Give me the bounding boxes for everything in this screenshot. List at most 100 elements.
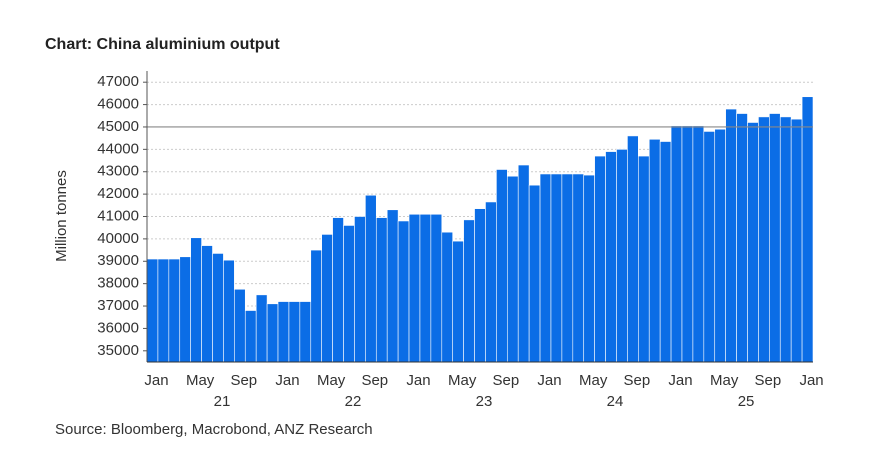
bar [244, 310, 257, 363]
y-tick-label: 42000 [97, 185, 139, 202]
x-tick-label: Sep [624, 372, 651, 389]
bar [638, 155, 650, 363]
y-tick-label: 44000 [97, 140, 139, 157]
x-tick-label: Jan [144, 372, 168, 389]
bar [692, 125, 705, 363]
bar [703, 131, 716, 363]
bar [474, 208, 486, 363]
y-tick-label: 40000 [97, 230, 139, 247]
x-tick-label: Sep [755, 372, 782, 389]
x-tick-label: May [448, 372, 477, 389]
x-tick-label: Jan [537, 372, 561, 389]
bar [594, 155, 606, 363]
x-tick-label: Jan [406, 372, 430, 389]
bar [408, 213, 421, 363]
x-tick-label: May [186, 372, 215, 389]
bar [790, 118, 803, 363]
bar [146, 258, 159, 363]
x-tick-label: Sep [230, 372, 257, 389]
x-tick-label: Sep [361, 372, 388, 389]
y-tick-label: 36000 [97, 319, 139, 336]
bar [539, 173, 552, 363]
year-label: 23 [476, 393, 493, 410]
bar [343, 225, 355, 363]
bar [725, 108, 737, 363]
bar [419, 213, 432, 363]
bar [605, 151, 617, 363]
bar [234, 288, 246, 363]
bar [386, 209, 399, 363]
x-tick-label: May [579, 372, 608, 389]
y-tick-label: 38000 [97, 275, 139, 292]
bar [561, 173, 574, 363]
bar [212, 253, 224, 363]
y-tick-label: 45000 [97, 118, 139, 135]
x-tick-label: May [710, 372, 739, 389]
bar [506, 175, 519, 363]
x-tick-label: May [317, 372, 346, 389]
bar [190, 237, 202, 363]
bar [157, 258, 170, 363]
bar [430, 213, 443, 363]
bar [485, 201, 497, 363]
bar [441, 231, 454, 363]
bar [496, 169, 508, 363]
bar [769, 113, 781, 363]
bar [583, 174, 595, 363]
bar [801, 96, 814, 363]
bar [528, 184, 541, 363]
bar [670, 125, 683, 363]
x-tick-label: Jan [799, 372, 823, 389]
chart-title: Chart: China aluminium output [45, 36, 280, 53]
bar [288, 301, 301, 363]
year-label: 25 [738, 393, 755, 410]
bar [332, 217, 344, 363]
bar [648, 138, 661, 363]
bar [310, 249, 322, 363]
year-label: 21 [214, 393, 231, 410]
y-tick-label: 35000 [97, 342, 139, 359]
bar [321, 234, 333, 363]
bar [736, 113, 748, 363]
year-label: 24 [607, 393, 624, 410]
x-tick-label: Sep [492, 372, 519, 389]
bar [375, 217, 388, 363]
bar [659, 141, 672, 363]
x-tick-label: Jan [275, 372, 299, 389]
bar [681, 125, 694, 363]
bar [266, 303, 279, 363]
bar [255, 294, 268, 363]
bar [572, 173, 585, 363]
x-tick-label: Jan [668, 372, 692, 389]
bar [747, 122, 759, 363]
y-tick-label: 39000 [97, 252, 139, 269]
bar [550, 173, 563, 363]
bar [354, 216, 366, 363]
bar [779, 116, 792, 363]
y-tick-label: 37000 [97, 297, 139, 314]
y-axis-label: Million tonnes [53, 170, 70, 262]
y-tick-label: 47000 [97, 73, 139, 90]
y-tick-label: 43000 [97, 163, 139, 180]
bar [627, 135, 639, 363]
bar [179, 256, 191, 363]
y-tick-label: 46000 [97, 96, 139, 113]
source: Source: Bloomberg, Macrobond, ANZ Resear… [55, 421, 373, 438]
bar [277, 301, 290, 363]
bar [299, 301, 312, 363]
bar [463, 219, 475, 363]
year-label: 22 [345, 393, 362, 410]
bar [616, 149, 628, 363]
bar [365, 194, 377, 363]
bar [223, 259, 235, 363]
bar [397, 220, 410, 363]
bar [758, 116, 770, 363]
bar [201, 245, 213, 363]
bar [517, 164, 530, 363]
bar [168, 258, 181, 363]
y-tick-label: 41000 [97, 207, 139, 224]
bar [714, 128, 726, 363]
bar [452, 240, 464, 363]
